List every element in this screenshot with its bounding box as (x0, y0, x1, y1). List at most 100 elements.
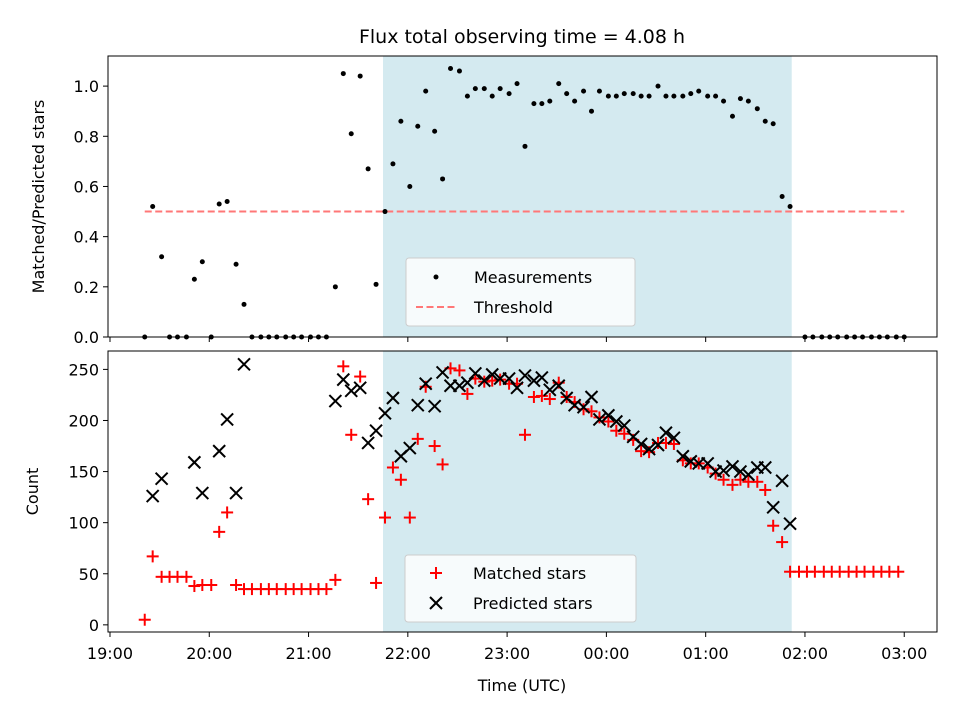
predicted-star-point (427, 399, 442, 413)
matched-star-point (436, 458, 449, 471)
x-tick-label: 02:00 (782, 644, 828, 663)
matched-star-point (751, 475, 764, 488)
matched-star-point (362, 493, 375, 506)
predicted-star-point (369, 423, 383, 438)
predicted-star-point (543, 383, 557, 397)
measurement-point (390, 161, 396, 167)
top-panel: 0.0 0.2 0.4 0.6 0.8 1.0 Matched/Predicted sta… (29, 55, 938, 347)
measurement-point (688, 91, 694, 97)
measurement-point (432, 128, 438, 134)
measurements-series (142, 66, 907, 340)
matched-star-point (138, 613, 151, 626)
measurement-point (564, 91, 570, 97)
measurement-point (638, 93, 644, 99)
x-tick-label: 23:00 (484, 644, 530, 663)
top-axes-frame (107, 55, 938, 338)
top-y-axis-label: Matched/Predicted stars (29, 100, 48, 294)
measurement-point (531, 101, 537, 107)
matched-star-point (428, 440, 441, 453)
legend-label-predicted: Predicted stars (473, 594, 593, 613)
measurement-point (332, 284, 338, 290)
chart-title: Flux total observing time = 4.08 h (359, 26, 685, 48)
legend-marker-measurements (433, 274, 439, 280)
measurement-point (456, 68, 462, 74)
measurement-point (655, 83, 661, 89)
top-y-axis: 0.0 0.2 0.4 0.6 0.8 1.0 (74, 77, 108, 347)
measurement-point (216, 201, 222, 207)
measurement-point (506, 91, 512, 97)
matched-star-point (188, 580, 201, 593)
measurement-point (514, 81, 520, 87)
predicted-star-point (634, 437, 648, 451)
measurement-point (671, 93, 677, 99)
predicted-star-point (452, 379, 467, 393)
predicted-star-point (195, 486, 210, 500)
predicted-star-point (676, 449, 690, 463)
measurement-point (440, 176, 446, 182)
predicted-star-point (145, 489, 160, 503)
measurement-point (423, 88, 429, 94)
x-tick-label: 19:00 (87, 644, 133, 663)
measurement-point (572, 98, 578, 104)
predicted-star-point (642, 442, 656, 456)
predicted-star-point (220, 412, 234, 427)
matched-star-point (776, 536, 789, 549)
predicted-star-point (411, 398, 425, 412)
predicted-star-point (716, 463, 731, 478)
top-y-tick-label: 1.0 (74, 77, 99, 96)
matched-star-point (461, 387, 474, 400)
measurement-point (522, 143, 528, 149)
measurement-point (340, 71, 346, 77)
legend-marker-predicted (429, 596, 443, 610)
predicted-star-point (535, 370, 549, 385)
matched-star-point (667, 437, 680, 450)
measurement-point (448, 66, 454, 72)
measurement-point (754, 106, 760, 112)
predicted-star-point (527, 373, 541, 388)
measurement-point (481, 86, 487, 92)
measurement-point (415, 123, 421, 129)
predicted-star-point (601, 408, 616, 423)
bottom-x-axis: 19:00 20:00 21:00 22:00 23:00 00:00 01:00 02:00… (87, 632, 927, 663)
matched-star-point (354, 370, 367, 383)
top-legend: Measurements Threshold (405, 257, 636, 327)
measurement-point (556, 81, 562, 87)
matched-star-point (543, 393, 556, 406)
matched-star-point (221, 506, 234, 519)
measurement-point (497, 86, 503, 92)
bottom-y-axis-label: Count (23, 468, 42, 516)
predicted-star-point (651, 438, 665, 452)
predicted-star-point (766, 500, 780, 515)
matched-star-point (759, 483, 772, 496)
predicted-star-point (725, 459, 740, 474)
measurement-point (663, 93, 669, 99)
x-tick-label: 21:00 (285, 644, 331, 663)
predicted-star-point (418, 376, 433, 391)
predicted-star-point (741, 467, 756, 482)
matched-star-point (518, 428, 531, 441)
bottom-panel: 0 50 100 150 200 250 19:00 20:00 21:00 22:00 23:0… (23, 350, 938, 695)
predicted-star-point (485, 367, 499, 382)
predicted-star-point (361, 436, 375, 450)
measurement-point (696, 88, 702, 94)
x-tick-label: 03:00 (881, 644, 927, 663)
measurement-point (539, 101, 545, 107)
measurement-point (705, 93, 711, 99)
bottom-y-tick-label: 250 (68, 360, 99, 379)
measurement-point (224, 199, 230, 205)
measurement-point (233, 261, 239, 267)
matched-star-point (394, 473, 407, 486)
matched-star-point (205, 578, 218, 591)
predicted-star-point (783, 516, 797, 531)
matched-star-point (486, 374, 499, 387)
measurement-point (472, 86, 478, 92)
measurement-point (630, 91, 636, 97)
predicted-star-point (592, 412, 607, 427)
matched-star-point (230, 578, 243, 591)
bottom-y-tick-label: 100 (68, 514, 99, 533)
predicted-star-point (154, 472, 169, 486)
matched-star-point (370, 576, 383, 589)
matched-star-point (403, 511, 416, 524)
measurement-point (613, 93, 619, 99)
